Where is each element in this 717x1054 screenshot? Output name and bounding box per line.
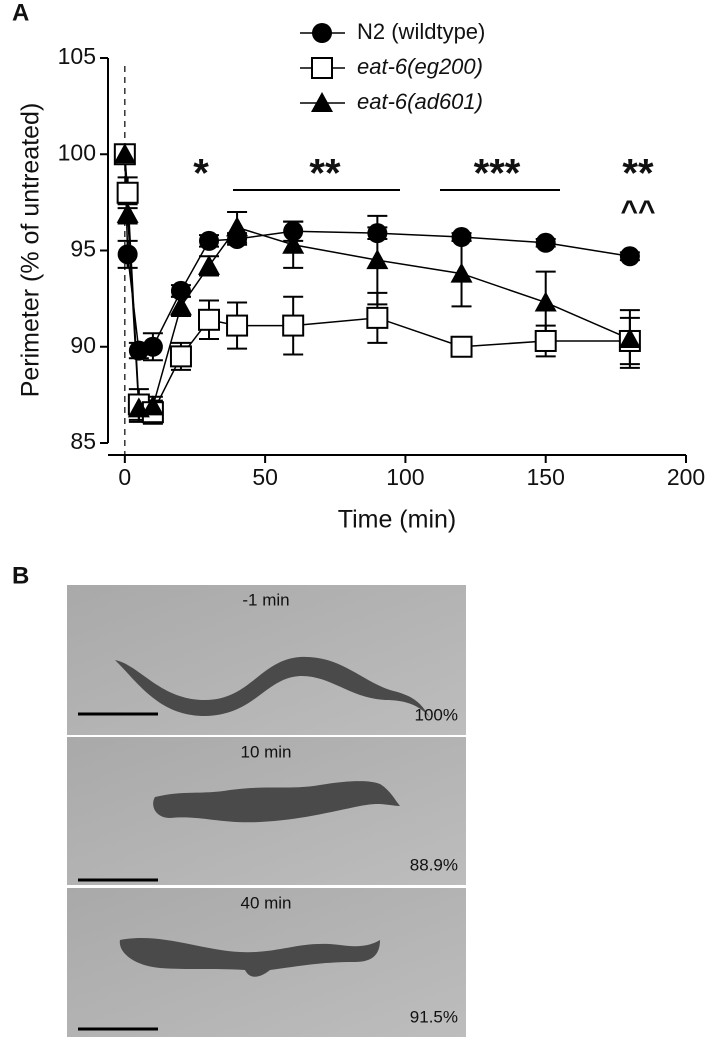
- point: [226, 314, 249, 337]
- point: [113, 143, 136, 164]
- percent-label: 88.9%: [410, 855, 458, 874]
- point: [534, 291, 557, 312]
- point: [116, 202, 139, 223]
- point: [366, 306, 389, 329]
- time-label: -1 min: [242, 590, 289, 609]
- point: [198, 308, 221, 331]
- panel-label: B: [12, 562, 29, 589]
- legend-label: eat-6(eg200): [357, 54, 483, 79]
- point: [451, 227, 472, 248]
- point: [282, 314, 305, 337]
- annotation: **: [622, 152, 654, 196]
- y-tick-label: 85: [70, 428, 96, 454]
- point: [142, 336, 163, 357]
- legend-marker: [312, 23, 332, 43]
- legend-label: eat-6(ad601): [357, 89, 483, 114]
- x-tick-label: 200: [667, 464, 705, 490]
- time-label: 10 min: [240, 742, 291, 761]
- micrograph: [67, 888, 466, 1037]
- point: [198, 254, 221, 275]
- point: [169, 295, 192, 316]
- x-tick-label: 50: [252, 464, 278, 490]
- series-line: [124, 154, 631, 410]
- legend-marker: [311, 92, 333, 112]
- y-tick-label: 105: [58, 43, 96, 69]
- point: [141, 395, 164, 416]
- point: [282, 233, 305, 254]
- point: [367, 223, 388, 244]
- legend-label: N2 (wildtype): [357, 19, 485, 44]
- x-tick-label: 0: [118, 464, 131, 490]
- series-line: [124, 154, 631, 352]
- y-axis-label: Perimeter (% of untreated): [17, 103, 45, 398]
- x-tick-label: 100: [386, 464, 424, 490]
- point: [226, 216, 249, 237]
- annotation: ^^: [620, 195, 655, 228]
- point: [117, 244, 138, 265]
- point: [534, 329, 557, 352]
- micrograph: [67, 737, 466, 885]
- point: [170, 280, 191, 301]
- percent-label: 100%: [415, 705, 458, 724]
- micrograph: [67, 585, 466, 735]
- point: [450, 262, 473, 283]
- percent-label: 91.5%: [410, 1007, 458, 1026]
- y-tick-label: 90: [70, 332, 96, 358]
- point: [619, 246, 640, 267]
- annotation: ***: [474, 152, 521, 196]
- point: [283, 221, 304, 242]
- point: [366, 249, 389, 270]
- point: [199, 230, 220, 251]
- annotation: **: [309, 152, 341, 196]
- panel-label: A: [12, 0, 29, 26]
- point: [169, 345, 192, 368]
- legend-marker: [311, 57, 333, 79]
- point: [116, 181, 139, 204]
- x-tick-label: 150: [527, 464, 565, 490]
- x-axis-label: Time (min): [338, 506, 457, 534]
- time-label: 40 min: [240, 893, 291, 912]
- point: [618, 328, 641, 349]
- y-tick-label: 95: [70, 236, 96, 262]
- point: [450, 335, 473, 358]
- y-tick-label: 100: [58, 139, 96, 165]
- point: [535, 232, 556, 253]
- annotation: *: [193, 152, 209, 196]
